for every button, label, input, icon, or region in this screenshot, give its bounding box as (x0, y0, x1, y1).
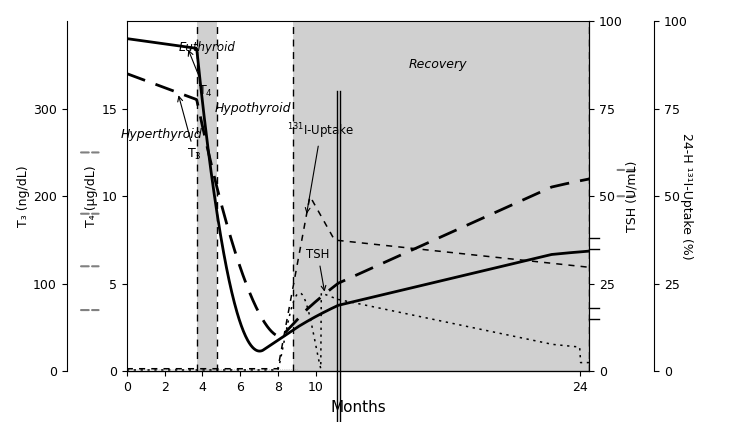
Y-axis label: T₃ (ng/dL): T₃ (ng/dL) (17, 165, 31, 227)
Text: T$_3$: T$_3$ (178, 97, 202, 162)
Y-axis label: TSH (U/mL): TSH (U/mL) (626, 160, 639, 232)
Text: Recovery: Recovery (409, 58, 468, 71)
Text: Euthyroid: Euthyroid (178, 41, 236, 54)
Text: $^{131}$I-Uptake: $^{131}$I-Uptake (287, 121, 354, 213)
Y-axis label: 24-H ¹³¹I-Uptake (%): 24-H ¹³¹I-Uptake (%) (680, 133, 693, 260)
Y-axis label: T₄ (µg/dL): T₄ (µg/dL) (86, 165, 98, 227)
Bar (197, 21, 217, 371)
Text: T$_4$: T$_4$ (188, 51, 213, 99)
Text: Hyperthyroid: Hyperthyroid (121, 128, 203, 141)
Text: TSH: TSH (306, 248, 330, 290)
Bar (293, 21, 589, 371)
X-axis label: Months: Months (330, 400, 386, 415)
Text: Hypothyroid: Hypothyroid (215, 102, 292, 115)
